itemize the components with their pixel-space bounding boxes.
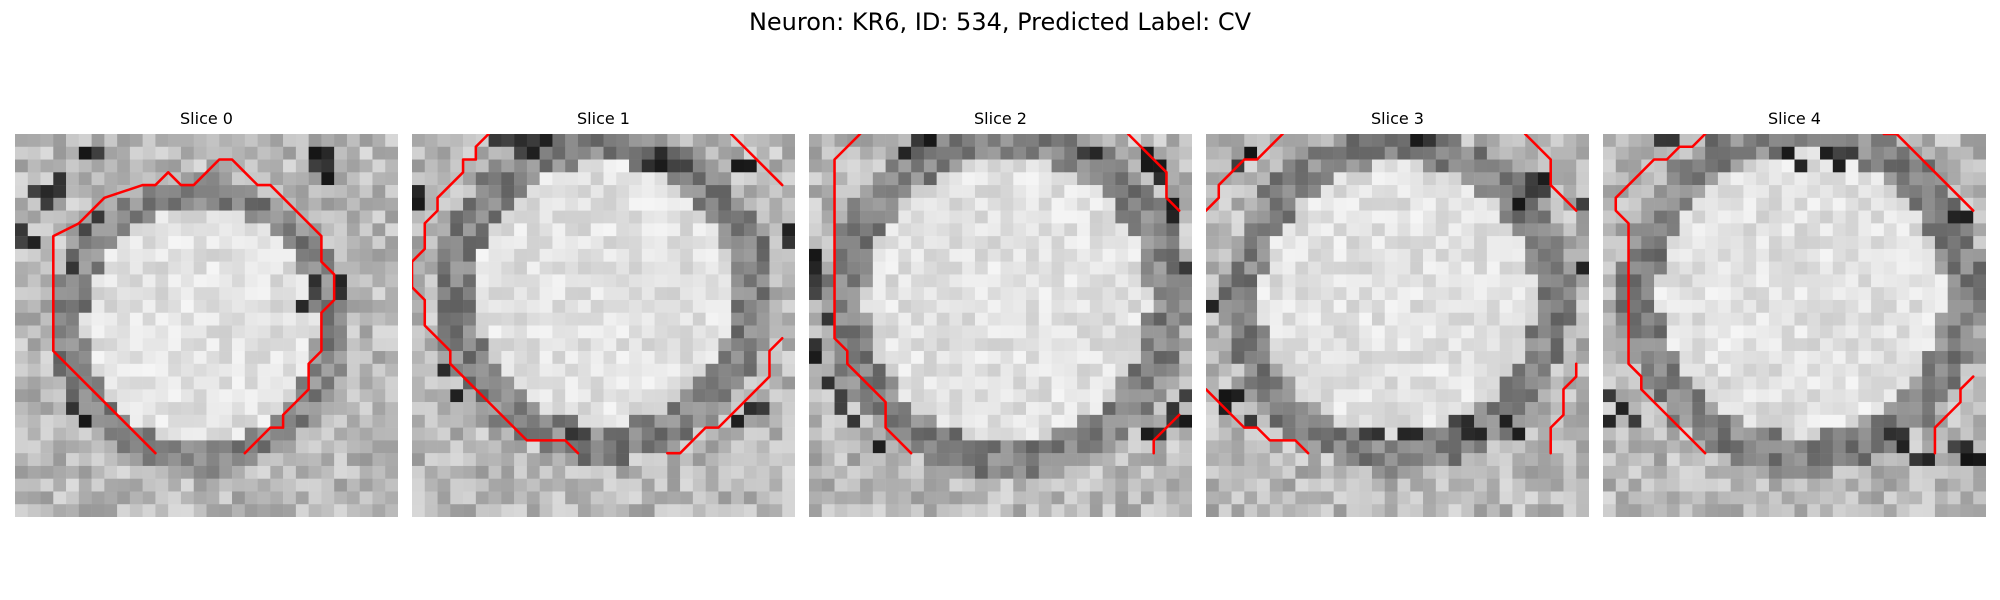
slice-title-2: Slice 2 <box>974 109 1027 128</box>
segmentation-contour-1 <box>1523 134 1578 212</box>
pixel-grid <box>412 134 795 517</box>
segmentation-contour-0 <box>412 134 580 455</box>
segmentation-contour-0 <box>1614 134 1707 455</box>
slice-panel-2: Slice 2 <box>809 108 1192 517</box>
slice-title-3: Slice 3 <box>1371 109 1424 128</box>
slice-panel-1: Slice 1 <box>412 108 795 517</box>
segmentation-contour-1 <box>1882 134 1975 212</box>
segmentation-contour-2 <box>1206 388 1310 455</box>
segmentation-contour-2 <box>729 134 784 187</box>
segmentation-contour-2 <box>1933 375 1975 455</box>
segmentation-contour-1 <box>1126 134 1181 212</box>
slice-title-1: Slice 1 <box>577 109 630 128</box>
slice-image-0 <box>15 134 398 517</box>
pixel-grid <box>1603 134 1986 517</box>
slice-title-0: Slice 0 <box>180 109 233 128</box>
slice-image-2 <box>809 134 1192 517</box>
pixel-grid <box>15 134 398 517</box>
slice-title-4: Slice 4 <box>1768 109 1821 128</box>
slice-panel-4: Slice 4 <box>1603 108 1986 517</box>
slice-image-1 <box>412 134 795 517</box>
segmentation-contour-0 <box>1206 134 1284 212</box>
pixel-grid <box>809 134 1192 517</box>
pixel-grid <box>1206 134 1589 517</box>
figure-title: Neuron: KR6, ID: 534, Predicted Label: C… <box>748 8 1252 36</box>
slice-panel-3: Slice 3 <box>1206 108 1589 517</box>
segmentation-contour-0 <box>52 158 336 455</box>
segmentation-contour-0 <box>833 134 913 455</box>
segmentation-contour-1 <box>666 336 784 455</box>
slice-image-3 <box>1206 134 1589 517</box>
slice-panel-0: Slice 0 <box>15 108 398 517</box>
slice-image-4 <box>1603 134 1986 517</box>
segmentation-contour-2 <box>1152 413 1181 455</box>
segmentation-contour-3 <box>1549 362 1578 455</box>
